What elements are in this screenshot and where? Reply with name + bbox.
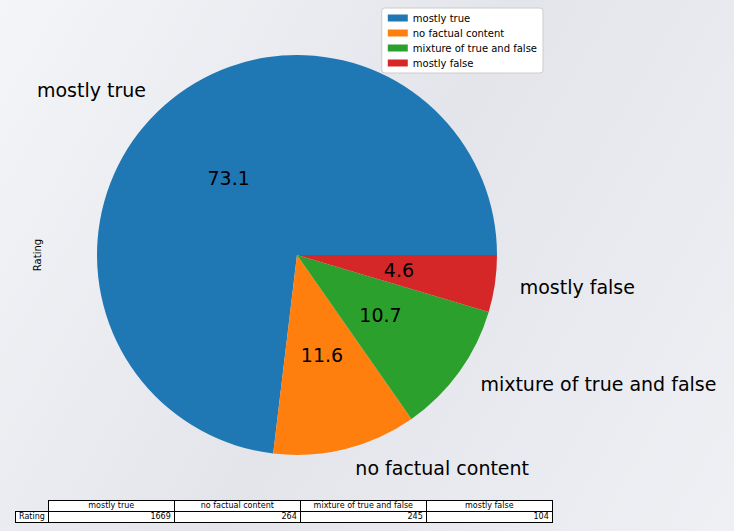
svg-text:11.6: 11.6 — [301, 344, 343, 366]
svg-text:4.6: 4.6 — [384, 259, 414, 281]
svg-text:mostly false: mostly false — [413, 58, 474, 69]
svg-text:mixture of true and false: mixture of true and false — [480, 373, 716, 395]
html-text:1669: 1669 — [150, 512, 171, 521]
html-text:264: 264 — [281, 512, 297, 521]
svg-text:mostly true: mostly true — [37, 79, 146, 101]
html-text:245: 245 — [407, 512, 423, 521]
html-text:Rating: Rating — [19, 512, 45, 521]
html-text:mostly true: mostly true — [88, 501, 135, 510]
svg-text:73.1: 73.1 — [207, 167, 249, 189]
svg-text:mostly true: mostly true — [413, 13, 470, 24]
svg-text:mixture of true and false: mixture of true and false — [413, 43, 537, 54]
html-text:no factual content: no factual content — [200, 501, 274, 510]
svg-text:no factual content: no factual content — [355, 457, 529, 479]
html-text:104: 104 — [533, 512, 549, 521]
svg-text:10.7: 10.7 — [359, 304, 401, 326]
svg-text:no factual content: no factual content — [413, 28, 504, 39]
svg-text:mostly false: mostly false — [520, 276, 635, 298]
svg-text:Rating: Rating — [32, 239, 43, 271]
html-text:mixture of true and false: mixture of true and false — [313, 501, 413, 510]
html-text:mostly false: mostly false — [465, 501, 514, 510]
